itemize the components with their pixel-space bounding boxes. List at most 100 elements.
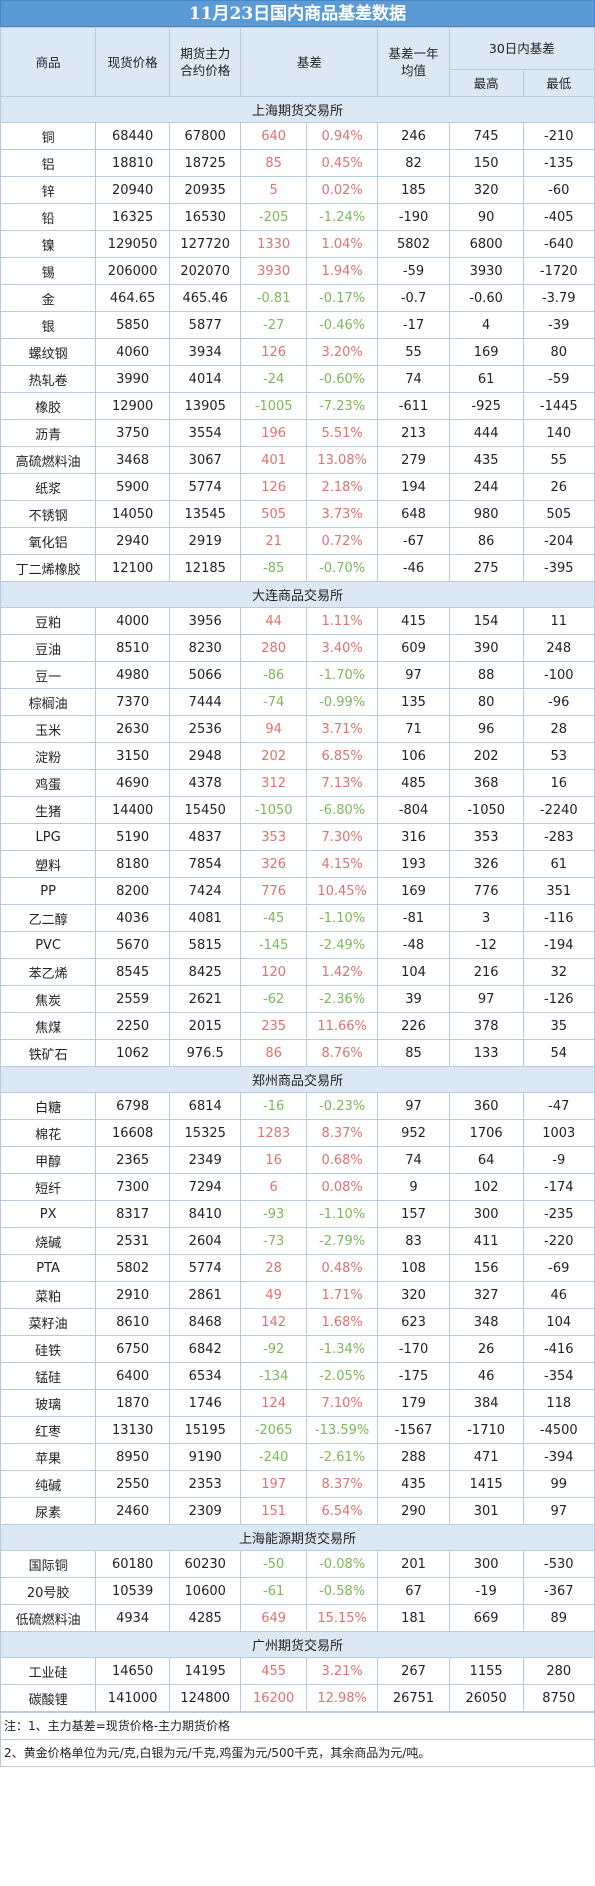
cell-commodity: 20号胶 [0,1577,97,1605]
cell-futures: 127720 [169,230,242,258]
cell-high: 96 [448,715,524,743]
section-row: 郑州商品交易所 [0,1066,595,1093]
cell-low: 118 [522,1389,595,1417]
cell-basis-pct: -0.23% [305,1092,379,1120]
section-title: 郑州商品交易所 [0,1066,595,1093]
cell-spot: 2559 [95,985,171,1013]
cell-futures: 7424 [169,877,242,905]
cell-basis: 16200 [240,1684,307,1712]
cell-high: 444 [448,419,524,447]
cell-high: -1710 [448,1416,524,1444]
cell-low: -1445 [522,392,595,420]
cell-basis-avg: 316 [377,823,450,851]
cell-basis: 142 [240,1308,307,1336]
cell-commodity: 鸡蛋 [0,769,97,797]
cell-low: 280 [522,1657,595,1685]
table-row: 棕榈油 7370 7444 -74 -0.99% 135 80 -96 [0,688,595,716]
table-row: 纸浆 5900 5774 126 2.18% 194 244 26 [0,473,595,501]
cell-basis-pct: 3.20% [305,338,379,366]
cell-basis-pct: 3.73% [305,500,379,528]
cell-basis-avg: -1567 [377,1416,450,1444]
cell-basis: 44 [240,607,307,635]
cell-spot: 20940 [95,176,171,204]
cell-spot: 2630 [95,715,171,743]
cell-basis: 776 [240,877,307,905]
cell-commodity: 苹果 [0,1443,97,1471]
cell-futures: 14195 [169,1657,242,1685]
cell-commodity: 菜籽油 [0,1308,97,1336]
table-row: 焦煤 2250 2015 235 11.66% 226 378 35 [0,1012,595,1040]
section-row: 大连商品交易所 [0,581,595,608]
cell-high: 1155 [448,1657,524,1685]
cell-commodity: 镍 [0,230,97,258]
cell-low: 248 [522,634,595,662]
cell-commodity: 尿素 [0,1497,97,1525]
cell-low: 32 [522,958,595,986]
cell-basis: 6 [240,1173,307,1201]
cell-futures: 4378 [169,769,242,797]
cell-commodity: 豆粕 [0,607,97,635]
cell-high: 411 [448,1227,524,1255]
cell-commodity: 铜 [0,122,97,150]
cell-high: -12 [448,931,524,959]
cell-commodity: PP [0,877,97,905]
cell-futures: 4285 [169,1604,242,1632]
cell-high: 384 [448,1389,524,1417]
cell-basis-pct: 1.68% [305,1308,379,1336]
cell-basis: 505 [240,500,307,528]
cell-commodity: 焦煤 [0,1012,97,1040]
cell-high: 133 [448,1039,524,1067]
cell-basis-avg: 85 [377,1039,450,1067]
cell-spot: 60180 [95,1550,171,1578]
cell-commodity: 沥青 [0,419,97,447]
cell-commodity: 焦炭 [0,985,97,1013]
cell-futures: 60230 [169,1550,242,1578]
cell-high: 90 [448,203,524,231]
cell-basis: 49 [240,1281,307,1309]
cell-basis: 86 [240,1039,307,1067]
cell-spot: 4690 [95,769,171,797]
cell-spot: 464.65 [95,284,171,312]
cell-low: 55 [522,446,595,474]
cell-basis: -62 [240,985,307,1013]
cell-basis: -61 [240,1577,307,1605]
table-row: 锡 206000 202070 3930 1.94% -59 3930 -1720 [0,257,595,285]
table-row: 铁矿石 1062 976.5 86 8.76% 85 133 54 [0,1039,595,1067]
cell-futures: 67800 [169,122,242,150]
cell-high: 300 [448,1550,524,1578]
cell-basis-pct: -7.23% [305,392,379,420]
cell-high: 61 [448,365,524,393]
cell-high: 669 [448,1604,524,1632]
cell-basis: 124 [240,1389,307,1417]
cell-futures: 12185 [169,554,242,582]
cell-futures: 13545 [169,500,242,528]
cell-basis-avg: -0.7 [377,284,450,312]
cell-futures: 10600 [169,1577,242,1605]
cell-basis-avg: 435 [377,1470,450,1498]
section-title: 广州期货交易所 [0,1631,595,1658]
cell-spot: 141000 [95,1684,171,1712]
cell-basis-avg: 623 [377,1308,450,1336]
cell-futures: 5815 [169,931,242,959]
cell-high: 300 [448,1200,524,1228]
cell-basis-avg: 213 [377,419,450,447]
cell-spot: 4060 [95,338,171,366]
cell-futures: 8425 [169,958,242,986]
cell-spot: 2550 [95,1470,171,1498]
cell-basis-avg: -17 [377,311,450,339]
cell-basis-avg: 267 [377,1657,450,1685]
notes: 注：1、主力基差=现货价格-主力期货价格 2、黄金价格单位为元/克,白银为元/千… [0,1712,595,1767]
cell-basis-pct: 1.42% [305,958,379,986]
cell-high: 353 [448,823,524,851]
cell-high: 360 [448,1092,524,1120]
cell-basis-avg: -48 [377,931,450,959]
cell-basis-avg: 55 [377,338,450,366]
cell-high: 156 [448,1254,524,1282]
cell-futures: 5774 [169,1254,242,1282]
cell-spot: 2365 [95,1146,171,1174]
cell-high: 6800 [448,230,524,258]
cell-futures: 7294 [169,1173,242,1201]
cell-commodity: PX [0,1200,97,1228]
cell-basis-pct: 10.45% [305,877,379,905]
cell-low: 351 [522,877,595,905]
